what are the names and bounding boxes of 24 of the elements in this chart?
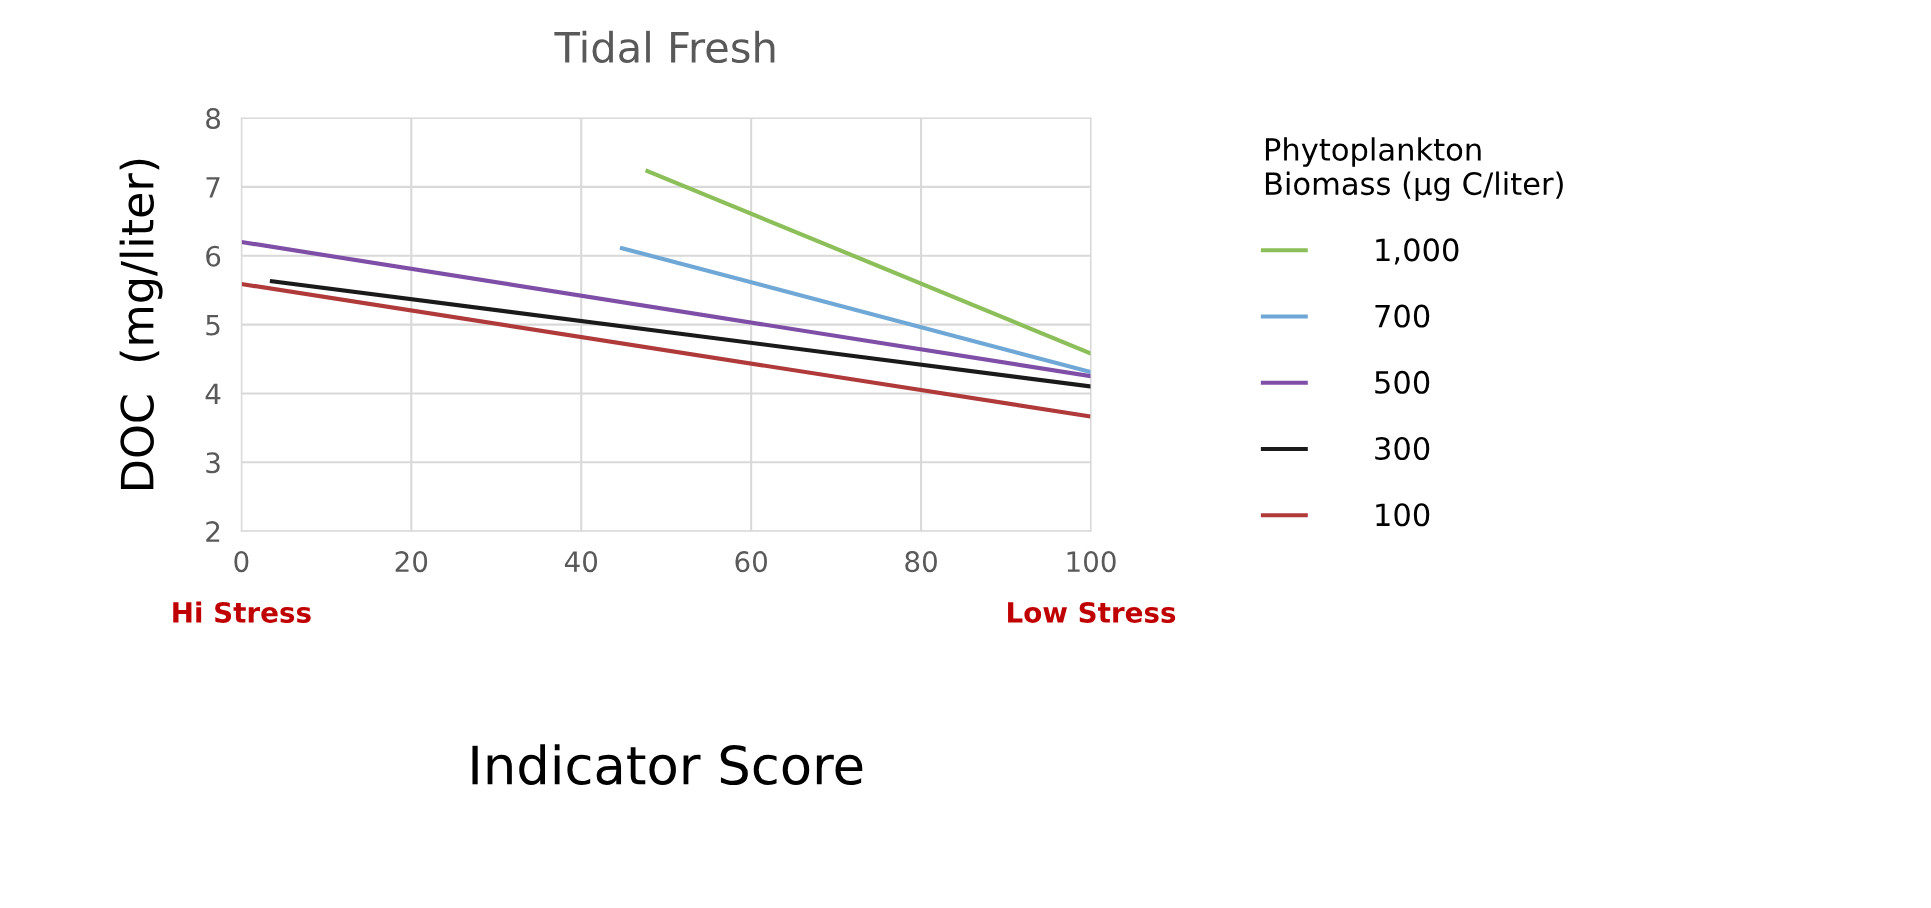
legend-label: 1,000 [1376, 238, 1459, 265]
x-tick-label: 40 [564, 551, 598, 573]
legend-title: Phytoplankton Biomass (µg C/liter) [1265, 137, 1563, 202]
x-tick-label: 100 [1067, 551, 1116, 573]
y-tick-label: 3 [206, 452, 220, 474]
y-axis-title: DOC (mg/liter) [119, 159, 163, 489]
text: Low Stress [1008, 601, 1176, 623]
x-tick-label: 20 [395, 551, 428, 573]
y-tick-label: 5 [206, 314, 220, 336]
x-tick-label: 60 [735, 551, 767, 573]
y-tick-label: 7 [206, 177, 220, 198]
legend-label: 700 [1375, 304, 1430, 328]
legend-label: 100 [1376, 503, 1430, 527]
legend-label: 300 [1375, 436, 1430, 461]
y-tick-label: 2 [206, 521, 220, 542]
x-tick-label: 0 [234, 551, 249, 573]
x-axis-title: Indicator Score [472, 744, 863, 786]
x-tick-label: 80 [905, 551, 937, 573]
y-tick-label: 8 [206, 107, 221, 129]
y-tick-label: 6 [206, 245, 221, 267]
legend-label: 500 [1375, 370, 1430, 394]
text: Hi Stress [173, 601, 311, 623]
y-tick-label: 4 [205, 383, 221, 405]
chart-title: Tidal Fresh [554, 30, 775, 64]
